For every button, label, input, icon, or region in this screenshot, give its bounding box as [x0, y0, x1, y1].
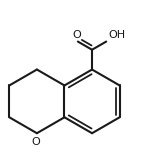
Text: OH: OH — [108, 30, 125, 40]
Text: O: O — [32, 137, 40, 147]
Text: O: O — [72, 30, 81, 40]
